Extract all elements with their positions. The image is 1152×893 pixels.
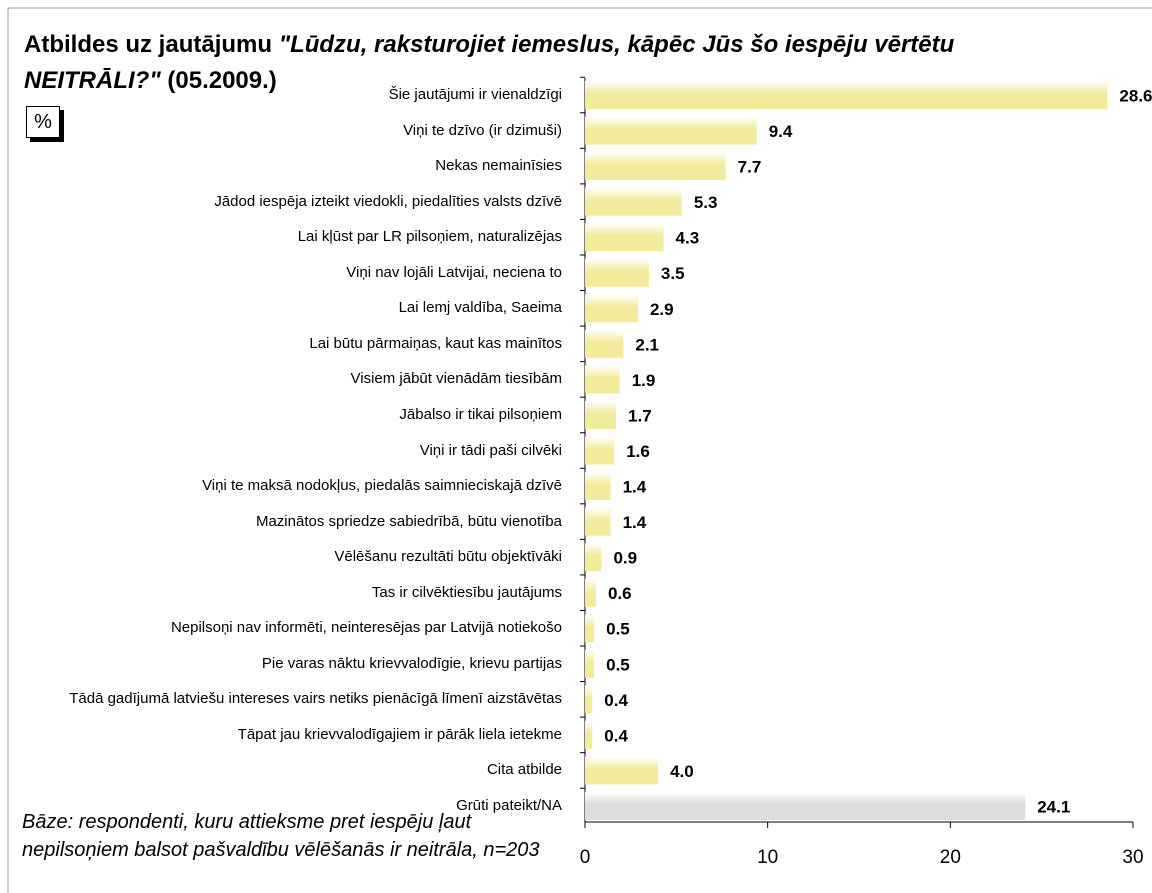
bar: [585, 649, 595, 678]
title-part: "Lūdzu, raksturojiet iemeslus, kāpēc Jūs…: [278, 31, 955, 58]
bar: [585, 507, 611, 536]
category-label: Cita atbilde: [486, 761, 562, 779]
category-label: Nekas nemainīsies: [435, 157, 562, 175]
title-part: (05.2009.): [167, 67, 277, 94]
value-label: 0.5: [606, 620, 630, 639]
category-label: Visiem jābūt vienādām tiesībām: [350, 370, 563, 388]
bar: [585, 543, 602, 572]
bar: [585, 294, 638, 323]
x-tick-label: 10: [757, 847, 778, 868]
category-label: Tāpat jau krievvalodīgajiem ir pārāk lie…: [237, 725, 562, 743]
bar: [585, 720, 593, 749]
category-label: Lai kļūst par LR pilsoņiem, naturalizēja…: [297, 228, 562, 246]
x-tick-label: 20: [940, 847, 961, 868]
value-label: 0.4: [604, 691, 628, 710]
value-label: 0.4: [604, 726, 628, 745]
bar: [585, 152, 726, 181]
value-label: 1.9: [632, 371, 656, 390]
base-note: Bāze: respondenti, kuru attieksme pret i…: [22, 811, 540, 861]
bar: [585, 614, 595, 643]
value-label: 1.6: [626, 442, 650, 461]
category-label: Viņi te maksā nodokļus, piedalās saimnie…: [202, 477, 562, 495]
bar: [585, 436, 615, 465]
bar: [585, 472, 611, 501]
x-tick-label: 0: [580, 847, 591, 868]
category-label: Vēlēšanu rezultāti būtu objektīvāki: [334, 548, 562, 566]
category-label: Jābalso ir tikai pilsoņiem: [399, 405, 562, 423]
bar: [585, 81, 1108, 109]
value-label: 4.0: [670, 762, 694, 781]
value-label: 9.4: [769, 122, 793, 141]
value-label: 5.3: [694, 193, 718, 212]
bar: [585, 578, 596, 607]
category-label: Mazinātos spriedze sabiedrībā, būtu vien…: [255, 512, 562, 530]
title-line-2: NEITRĀLI?" (05.2009.): [24, 64, 277, 98]
category-label: Viņi ir tādi paši cilvēki: [419, 441, 562, 459]
value-label: 1.4: [623, 478, 647, 497]
bar: [585, 365, 620, 394]
value-label: 28.6: [1119, 86, 1152, 105]
bar: [585, 329, 624, 358]
value-label: 0.5: [606, 655, 630, 674]
bar: [585, 187, 682, 216]
bar: [585, 258, 649, 287]
x-tick-label: 30: [1122, 847, 1143, 868]
unit-box: %: [26, 106, 60, 138]
category-label: Lai lemj valdība, Saeima: [398, 299, 562, 317]
category-label: Lai būtu pārmaiņas, kaut kas mainītos: [309, 334, 562, 352]
bar: [585, 400, 617, 429]
category-label: Viņi te dzīvo (ir dzimuši): [403, 121, 562, 139]
value-label: 2.1: [635, 335, 659, 354]
bar: [585, 685, 593, 714]
bar: [585, 223, 664, 252]
category-label: Grūti pateikt/NA: [456, 797, 562, 814]
category-label: Viņi nav lojāli Latvijai, neciena to: [346, 263, 562, 281]
value-label: 2.9: [650, 300, 674, 319]
value-label: 1.7: [628, 406, 652, 425]
category-label: Šie jautājumi ir vienaldzīgi: [388, 86, 562, 103]
value-label: 1.4: [623, 513, 647, 532]
title-line-1: Atbildes uz jautājumu "Lūdzu, raksturoji…: [24, 28, 954, 62]
value-label: 0.6: [608, 584, 632, 603]
value-label: 3.5: [661, 264, 685, 283]
bar: [585, 792, 1026, 820]
value-label: 24.1: [1037, 797, 1070, 816]
category-label: Tas ir cilvēktiesību jautājums: [371, 583, 562, 601]
category-label: Nepilsoņi nav informēti, neinteresējas p…: [170, 619, 562, 637]
bar: [585, 756, 659, 785]
value-label: 7.7: [738, 158, 762, 177]
value-label: 0.9: [613, 549, 637, 568]
title-part: Atbildes uz jautājumu: [24, 31, 273, 58]
title-part: NEITRĀLI?": [24, 67, 161, 94]
bar: [585, 116, 757, 145]
category-label: Pie varas nāktu krievvalodīgie, krievu p…: [261, 654, 562, 672]
value-label: 4.3: [676, 229, 700, 248]
category-label: Tādā gadījumā latviešu intereses vairs n…: [69, 690, 562, 708]
category-label: Jādod iespēja izteikt viedokli, piedalīt…: [214, 192, 562, 210]
